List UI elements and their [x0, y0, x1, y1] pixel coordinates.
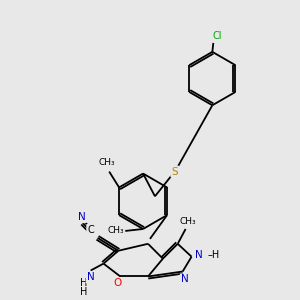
Text: H: H: [80, 287, 87, 297]
Text: O: O: [113, 278, 122, 288]
Text: S: S: [171, 167, 178, 177]
Text: N: N: [87, 272, 94, 283]
Text: Cl: Cl: [212, 31, 222, 41]
Text: C: C: [87, 225, 94, 235]
Text: H: H: [80, 278, 87, 288]
Text: CH₃: CH₃: [107, 226, 124, 236]
Text: –H: –H: [207, 250, 220, 260]
Text: N: N: [195, 250, 203, 260]
Text: CH₃: CH₃: [179, 217, 196, 226]
Text: N: N: [181, 274, 188, 284]
Text: CH₃: CH₃: [99, 158, 116, 167]
Text: N: N: [78, 212, 85, 222]
